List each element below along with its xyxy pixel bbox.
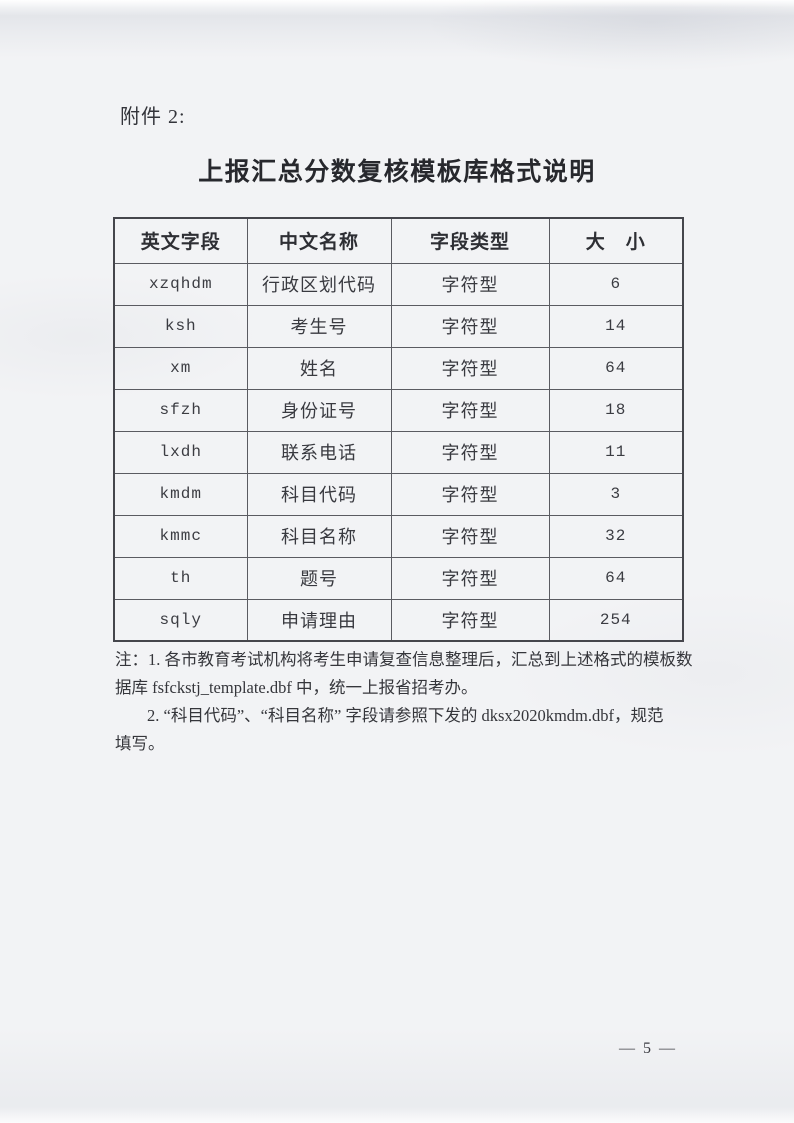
cell-chinese-name: 科目名称 — [246, 514, 392, 558]
cell-chinese-name: 考生号 — [246, 304, 392, 348]
cell-size: 64 — [548, 346, 684, 390]
field-format-table: 英文字段 中文名称 字段类型 大 小 xzqhdm 行政区划代码 字符型 6 k… — [113, 217, 684, 642]
table-row: xm 姓名 字符型 64 — [113, 346, 684, 390]
cell-english-field: kmmc — [113, 514, 248, 558]
table-row: kmdm 科目代码 字符型 3 — [113, 472, 684, 516]
note-line: 填写。 — [115, 734, 165, 753]
cell-chinese-name: 申请理由 — [246, 598, 392, 642]
cell-english-field: xm — [113, 346, 248, 390]
column-header-size: 大 小 — [548, 217, 684, 264]
cell-field-type: 字符型 — [390, 556, 550, 600]
table-header-row: 英文字段 中文名称 字段类型 大 小 — [113, 217, 684, 264]
note-line: 2. “科目代码”、“科目名称” 字段请参照下发的 dksx2020kmdm.d… — [147, 706, 664, 725]
cell-english-field: ksh — [113, 304, 248, 348]
note-line: 注：1. 各市教育考试机构将考生申请复查信息整理后，汇总到上述格式的模板数 — [115, 650, 693, 669]
note-line: 据库 fsfckstj_template.dbf 中，统一上报省招考办。 — [115, 678, 478, 697]
cell-size: 6 — [548, 262, 684, 306]
cell-chinese-name: 科目代码 — [246, 472, 392, 516]
page-title: 上报汇总分数复核模板库格式说明 — [198, 159, 596, 186]
cell-english-field: sfzh — [113, 388, 248, 432]
cell-chinese-name: 行政区划代码 — [246, 262, 392, 306]
cell-size: 11 — [548, 430, 684, 474]
cell-field-type: 字符型 — [390, 346, 550, 390]
column-header-english-field: 英文字段 — [113, 217, 248, 264]
table-row: lxdh 联系电话 字符型 11 — [113, 430, 684, 474]
cell-english-field: xzqhdm — [113, 262, 248, 306]
cell-field-type: 字符型 — [390, 304, 550, 348]
cell-english-field: lxdh — [113, 430, 248, 474]
cell-size: 254 — [548, 598, 684, 642]
cell-size: 3 — [548, 472, 684, 516]
cell-size: 18 — [548, 388, 684, 432]
notes-section: 注：1. 各市教育考试机构将考生申请复查信息整理后，汇总到上述格式的模板数 据库… — [115, 646, 693, 758]
cell-field-type: 字符型 — [390, 388, 550, 432]
cell-field-type: 字符型 — [390, 262, 550, 306]
cell-english-field: kmdm — [113, 472, 248, 516]
cell-field-type: 字符型 — [390, 472, 550, 516]
column-header-field-type: 字段类型 — [390, 217, 550, 264]
cell-english-field: th — [113, 556, 248, 600]
cell-chinese-name: 联系电话 — [246, 430, 392, 474]
table-row: sqly 申请理由 字符型 254 — [113, 598, 684, 642]
cell-field-type: 字符型 — [390, 598, 550, 642]
cell-size: 32 — [548, 514, 684, 558]
cell-chinese-name: 身份证号 — [246, 388, 392, 432]
column-header-chinese-name: 中文名称 — [246, 217, 392, 264]
table-row: sfzh 身份证号 字符型 18 — [113, 388, 684, 432]
attachment-label: 附件 2: — [120, 106, 186, 128]
table-row: th 题号 字符型 64 — [113, 556, 684, 600]
cell-field-type: 字符型 — [390, 514, 550, 558]
cell-size: 14 — [548, 304, 684, 348]
table-row: kmmc 科目名称 字符型 32 — [113, 514, 684, 558]
table-row: xzqhdm 行政区划代码 字符型 6 — [113, 262, 684, 306]
cell-chinese-name: 姓名 — [246, 346, 392, 390]
cell-size: 64 — [548, 556, 684, 600]
table-row: ksh 考生号 字符型 14 — [113, 304, 684, 348]
cell-chinese-name: 题号 — [246, 556, 392, 600]
cell-english-field: sqly — [113, 598, 248, 642]
cell-field-type: 字符型 — [390, 430, 550, 474]
page-number: — 5 — — [619, 1040, 677, 1057]
